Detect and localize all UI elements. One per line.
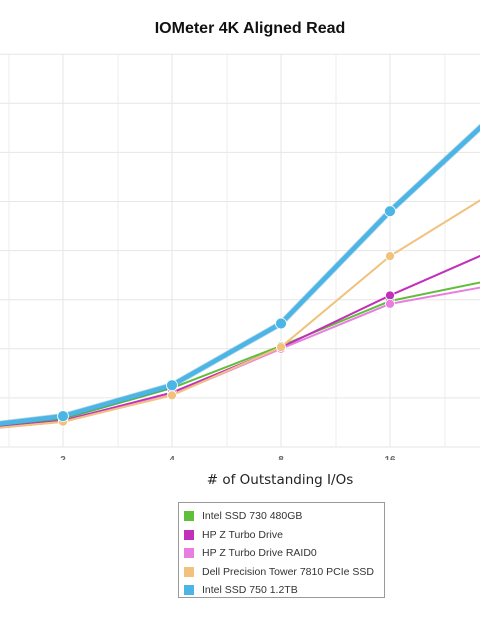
legend-label: Intel SSD 750 1.2TB (202, 584, 298, 596)
x-tick-label: 4 (169, 455, 175, 460)
series-line (0, 281, 480, 427)
legend-swatch (184, 548, 194, 558)
series-line-shadow (0, 123, 480, 427)
legend-label: Dell Precision Tower 7810 PCIe SSD (202, 565, 374, 578)
series-line (0, 124, 480, 426)
x-tick-label: 16 (384, 455, 396, 460)
legend-label: Intel SSD 730 480GB (202, 510, 303, 522)
data-point (275, 317, 287, 330)
data-point (385, 290, 395, 301)
data-point (57, 410, 69, 423)
legend-item: Intel SSD 730 480GB (184, 508, 302, 524)
legend-item: Intel SSD 750 1.2TB (184, 582, 298, 598)
data-point (384, 205, 396, 218)
data-point (167, 390, 177, 401)
data-point (276, 342, 286, 352)
x-axis-label: # of Outstanding I/Os (206, 472, 354, 488)
series-line (0, 254, 480, 428)
x-tick-label: 2 (60, 455, 66, 460)
legend-item: HP Z Turbo Drive RAID0 (184, 545, 317, 561)
legend-item: Dell Precision Tower 7810 PCIe SSD (184, 564, 374, 580)
legend-swatch (184, 566, 194, 577)
x-tick-label: 8 (278, 455, 284, 460)
series-line (0, 199, 480, 429)
data-point (385, 251, 395, 262)
data-point (385, 298, 395, 309)
legend-item: HP Z Turbo Drive (184, 527, 283, 543)
series-dell-precision-tower-7810-pcie-ssd (0, 199, 480, 429)
series-intel-ssd-750-1-2tb (0, 123, 480, 427)
chart-series-layer (0, 123, 480, 429)
legend-swatch (184, 511, 194, 521)
x-axis-ticks: 2 4 8 16 (60, 455, 396, 460)
chart-grid (0, 53, 480, 448)
chart-legend: Intel SSD 730 480GB HP Z Turbo Drive HP Z … (178, 502, 385, 598)
legend-swatch (184, 585, 194, 595)
legend-label: HP Z Turbo Drive RAID0 (202, 547, 317, 559)
series-line (0, 286, 480, 429)
legend-swatch (184, 529, 194, 540)
chart-plot-area: 2 4 8 16 (0, 53, 480, 460)
series-hp-z-turbo-drive (0, 254, 480, 428)
chart-title: IOMeter 4K Aligned Read (154, 20, 346, 37)
data-point (166, 379, 178, 392)
legend-label: HP Z Turbo Drive (202, 528, 283, 541)
